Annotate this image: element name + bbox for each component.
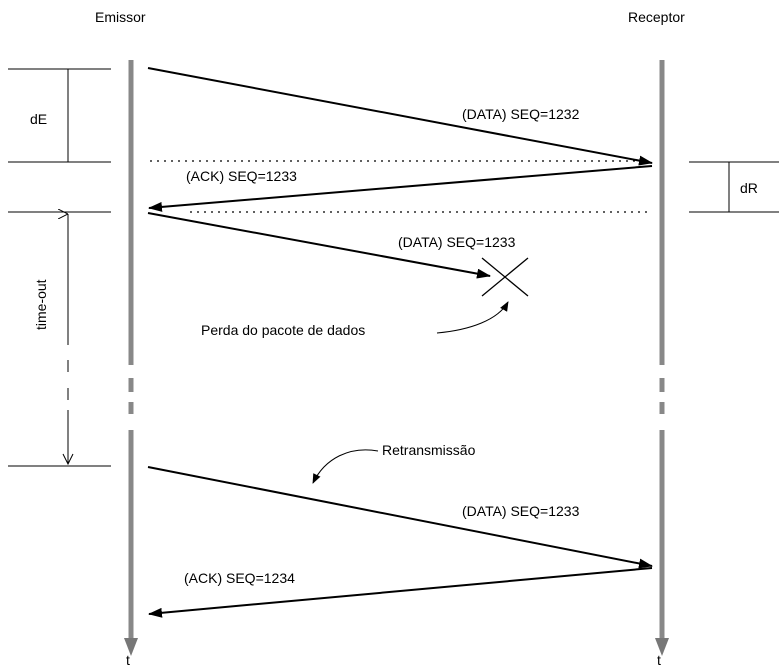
sender-time-label: t: [126, 652, 130, 668]
receiver-label: Receptor: [628, 9, 685, 25]
timeout-end-arrow-icon: [62, 453, 74, 466]
packet-loss-cross-icon: [481, 257, 529, 297]
message-ack-1234-arrow: [148, 567, 653, 618]
retransmission-pointer-arrow: [312, 449, 379, 484]
message-data-1233-retransmit-label: (DATA) SEQ=1233: [462, 503, 580, 519]
loss-annotation: Perda do pacote de dados: [201, 322, 365, 338]
sender-time-arrow-icon: [124, 638, 138, 656]
loss-pointer-arrow: [436, 301, 509, 334]
message-data-1232-arrow: [147, 67, 653, 166]
receiver-time-label: t: [657, 652, 661, 668]
message-ack-1233-arrow: [148, 165, 653, 212]
timeout-label: time-out: [33, 279, 49, 330]
sender-timeline: [124, 60, 138, 656]
message-ack-1233-label: (ACK) SEQ=1233: [186, 168, 297, 184]
sender-label: Emissor: [95, 9, 146, 25]
message-data-1233-lost-arrow: [147, 212, 491, 279]
receiver-time-arrow-icon: [655, 638, 669, 656]
message-data-1232-label: (DATA) SEQ=1232: [462, 106, 580, 122]
receiver-timeline: [655, 60, 669, 656]
dr-label: dR: [740, 180, 758, 196]
message-data-1233-retransmit-arrow: [147, 466, 653, 569]
message-data-1233-lost-label: (DATA) SEQ=1233: [398, 234, 516, 250]
de-label: dE: [30, 111, 47, 127]
message-ack-1234-label: (ACK) SEQ=1234: [184, 570, 295, 586]
retransmission-annotation: Retransmissão: [382, 442, 476, 458]
